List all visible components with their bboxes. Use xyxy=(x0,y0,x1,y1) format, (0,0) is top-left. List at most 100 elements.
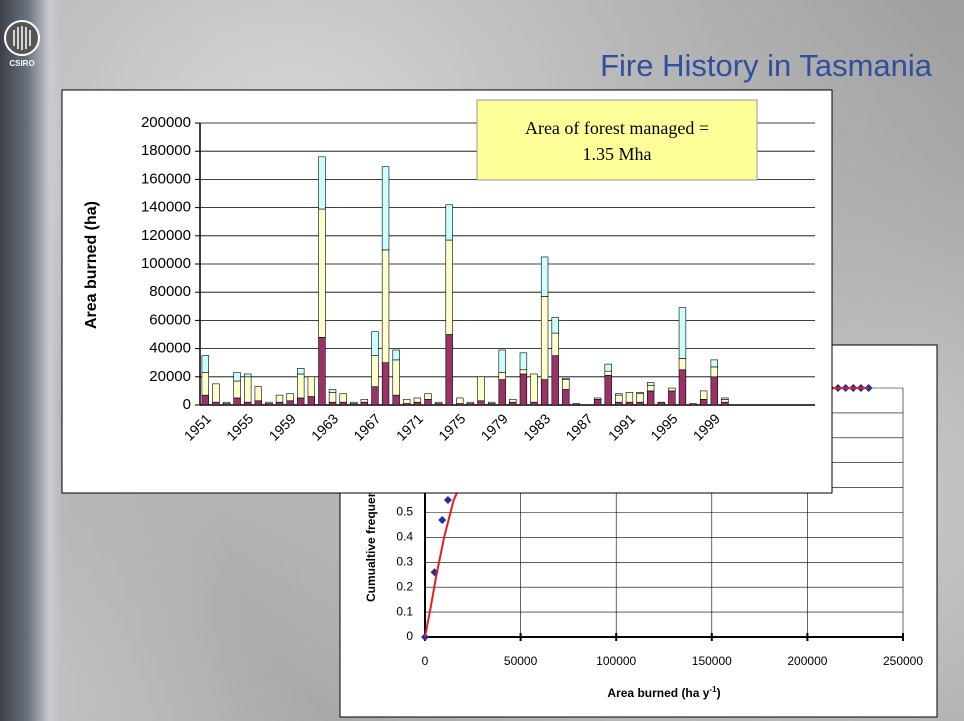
bar-segment xyxy=(425,399,432,405)
bar-segment xyxy=(721,398,728,399)
bar-segment xyxy=(520,374,527,405)
y-tick-label: 0 xyxy=(406,629,413,643)
bar-segment xyxy=(552,356,559,405)
bar-segment xyxy=(393,360,400,395)
bar-segment xyxy=(478,377,485,401)
bar-segment xyxy=(637,394,644,402)
bar-segment xyxy=(573,404,580,405)
bar-segment xyxy=(319,157,326,209)
x-tick-label: 100000 xyxy=(596,654,636,668)
bar-segment xyxy=(244,377,251,402)
x-axis-label: Area burned (ha y-1) xyxy=(607,685,720,701)
bar-segment xyxy=(626,402,633,405)
logo: CSIRO xyxy=(5,21,39,68)
y-tick-label: 160000 xyxy=(141,170,191,187)
bar-segment xyxy=(329,402,336,405)
annotation-box xyxy=(477,100,757,180)
bar-segment xyxy=(615,402,622,405)
annotation-text: 1.35 Mha xyxy=(583,144,652,164)
bar-segment xyxy=(446,240,453,334)
bar-segment xyxy=(425,394,432,400)
bar-segment xyxy=(414,402,421,405)
y-tick-label: 140000 xyxy=(141,199,191,216)
bar-segment xyxy=(276,395,283,402)
x-axis-label-part: ) xyxy=(717,686,721,700)
bar-segment xyxy=(372,356,379,387)
bar-segment xyxy=(647,382,654,385)
bar-segment xyxy=(266,402,273,403)
bar-segment xyxy=(679,370,686,405)
x-tick-label: 250000 xyxy=(883,654,923,668)
y-axis-label: Area burned (ha) xyxy=(83,201,100,329)
bar-segment xyxy=(361,399,368,402)
bar-segment xyxy=(690,404,697,405)
y-axis-label: Cumualtive frequency xyxy=(364,476,378,602)
y-tick-label: 0.4 xyxy=(396,530,413,544)
bar-segment xyxy=(668,388,675,391)
bar-segment xyxy=(255,401,262,405)
bar-segment xyxy=(647,385,654,391)
bar-segment xyxy=(297,368,304,374)
bar-segment xyxy=(499,373,506,380)
bar-segment xyxy=(329,389,336,392)
bar-segment xyxy=(615,395,622,402)
bar-segment xyxy=(552,318,559,334)
bar-segment xyxy=(509,399,516,402)
bar-segment xyxy=(637,392,644,393)
bar-segment xyxy=(340,394,347,402)
y-tick-label: 20000 xyxy=(149,368,191,385)
y-tick-label: 100000 xyxy=(141,255,191,272)
bar-segment xyxy=(372,332,379,356)
bar-segment xyxy=(329,392,336,402)
y-tick-label: 0.5 xyxy=(396,505,413,519)
bar-segment xyxy=(562,389,569,405)
bar-segment xyxy=(615,394,622,395)
bar-segment xyxy=(202,373,209,396)
bar-segment xyxy=(308,397,315,405)
bar-segment xyxy=(414,398,421,402)
bar-segment xyxy=(234,398,241,405)
y-tick-label: 40000 xyxy=(149,340,191,357)
bar-segment xyxy=(319,337,326,405)
bar-segment xyxy=(382,167,389,250)
y-tick-label: 120000 xyxy=(141,227,191,244)
bar-segment xyxy=(234,373,241,381)
bar-segment xyxy=(541,296,548,379)
bar-segment xyxy=(435,402,442,403)
slide-title: Fire History in Tasmania xyxy=(600,48,933,83)
bar-segment xyxy=(531,374,538,402)
bar-segment xyxy=(594,398,601,399)
page: CSIRO Fire History in Tasmania 00.10.20.… xyxy=(0,0,964,721)
bar-segment xyxy=(403,399,410,403)
bar-segment xyxy=(668,391,675,405)
bar-segment xyxy=(488,402,495,403)
bar-segment xyxy=(319,209,326,337)
bar-segment xyxy=(297,398,304,405)
bar-segment xyxy=(202,395,209,405)
bar-segment xyxy=(626,392,633,402)
bar-segment xyxy=(287,394,294,401)
bar-segment xyxy=(509,402,516,405)
bar-segment xyxy=(287,401,294,405)
slide: CSIRO Fire History in Tasmania 00.10.20.… xyxy=(0,0,964,721)
bar-segment xyxy=(541,380,548,405)
bar-segment xyxy=(637,402,644,405)
bar-segment xyxy=(721,402,728,405)
y-tick-label: 0.3 xyxy=(396,554,413,568)
bar-segment xyxy=(605,371,612,375)
bar-segment xyxy=(382,250,389,363)
bar-segment xyxy=(605,364,612,371)
bar-segment xyxy=(562,380,569,390)
bar-segment xyxy=(605,375,612,405)
bar-segment xyxy=(446,335,453,406)
bar-segment xyxy=(520,370,527,374)
bar-segment xyxy=(679,358,686,369)
x-tick-label: 0 xyxy=(422,654,429,668)
fire-chart: 0200004000060000800001000001200001400001… xyxy=(62,90,832,493)
bar-segment xyxy=(244,402,251,405)
bar-segment xyxy=(679,308,686,359)
bar-segment xyxy=(700,391,707,399)
bar-segment xyxy=(234,381,241,398)
bar-segment xyxy=(446,205,453,240)
x-axis-label-part: Area burned (ha y xyxy=(607,686,709,700)
